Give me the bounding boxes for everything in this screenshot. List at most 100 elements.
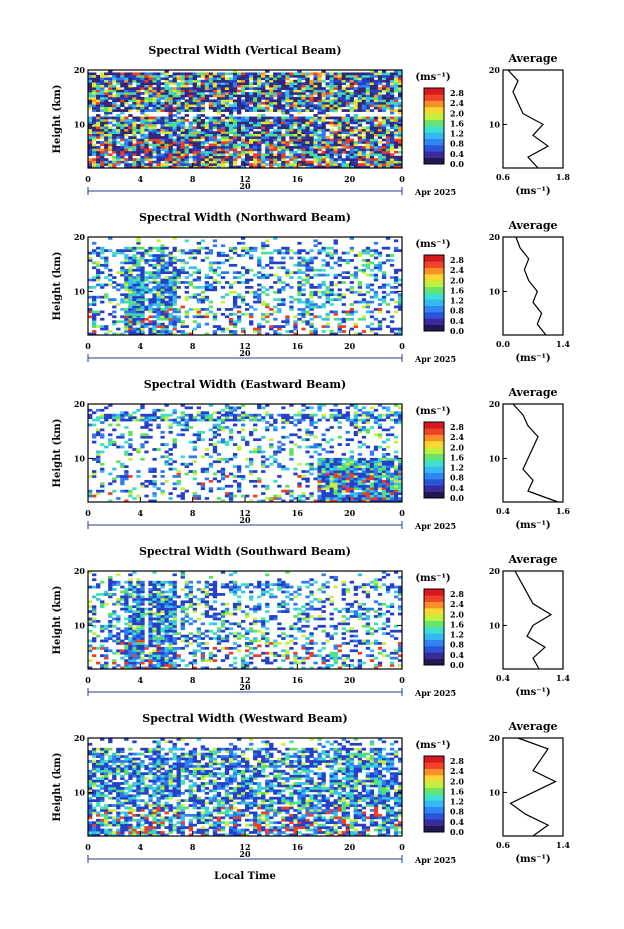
heatmap-cell [389, 497, 395, 500]
heatmap-cell [341, 128, 346, 132]
heatmap-cell [361, 298, 367, 301]
heatmap-cell [389, 259, 395, 262]
heatmap-cell [385, 92, 391, 95]
heatmap-cell [357, 165, 363, 169]
heatmap-cell [329, 475, 334, 478]
heatmap-cell [313, 145, 318, 149]
heatmap-cell [128, 77, 133, 81]
heatmap-cell [249, 106, 254, 110]
heatmap-cell [204, 94, 210, 98]
heatmap-cells [88, 404, 403, 503]
heatmap-cell [220, 499, 226, 503]
heatmap-cell [381, 261, 387, 265]
heatmap-cell [184, 423, 189, 427]
heatmap-cell [112, 489, 117, 493]
heatmap-cell [365, 109, 371, 112]
heatmap-cell [309, 300, 314, 304]
heatmap-cell [236, 79, 242, 83]
heatmap-cell [132, 295, 137, 299]
heatmap-cell [333, 479, 338, 483]
heatmap-cell [192, 266, 197, 270]
heatmap-cell [232, 70, 238, 73]
heatmap-cell [305, 77, 310, 81]
heatmap-cell [381, 79, 387, 83]
heatmap-cell [289, 499, 294, 503]
heatmap-cell [337, 470, 342, 473]
heatmap-cell [216, 74, 222, 78]
heatmap-cell [305, 484, 310, 488]
heatmap-cell [349, 450, 354, 454]
heatmap-cell [128, 475, 133, 478]
heatmap-cell [180, 82, 185, 85]
heatmap-cell [337, 131, 342, 134]
heatmap-cell [140, 303, 145, 306]
heatmap-cell [88, 116, 93, 120]
heatmap-cell [220, 99, 226, 103]
heatmap-cell [136, 261, 141, 265]
heatmap-cell [196, 315, 202, 319]
heatmap-cell [116, 74, 121, 78]
heatmap-cell [104, 126, 109, 130]
heatmap-cell [192, 249, 197, 252]
heatmap-cell [168, 426, 173, 429]
heatmap-cell [120, 92, 125, 95]
heatmap-cell [96, 325, 101, 328]
heatmap-cell [116, 155, 121, 159]
heatmap-cell [148, 281, 153, 284]
heatmap-cell [273, 153, 278, 157]
heatmap-cell [257, 77, 262, 81]
heatmap-cell [180, 106, 185, 110]
heatmap-cell [116, 423, 121, 427]
heatmap-cell [136, 259, 141, 262]
heatmap-cell [265, 273, 270, 277]
heatmap-cell [184, 126, 189, 130]
heatmap-cell [349, 467, 354, 471]
heatmap-cell [301, 320, 306, 324]
heatmap-cell [245, 143, 250, 147]
heatmap-cell [385, 99, 391, 103]
heatmap-cell [257, 153, 262, 157]
heatmap-cell [196, 79, 202, 83]
heatmap-cell [377, 460, 383, 464]
heatmap-cell [341, 89, 346, 93]
heatmap-cell [337, 322, 342, 326]
heatmap-cell [176, 72, 181, 76]
heatmap-cell [88, 79, 93, 83]
heatmap-cell [92, 101, 97, 105]
heatmap-cell [128, 150, 133, 154]
heatmap-cell [317, 497, 322, 500]
average-unit: (ms⁻¹) [515, 353, 550, 364]
heatmap-cell [164, 94, 169, 98]
heatmap-cell [92, 418, 97, 422]
heatmap-cell [160, 310, 165, 314]
heatmap-cell [228, 153, 234, 157]
heatmap-cell [377, 163, 383, 166]
heatmap-cell [160, 123, 165, 127]
heatmap-cell [317, 106, 322, 110]
heatmap-cell [96, 123, 101, 127]
heatmap-cell [381, 428, 387, 432]
heatmap-cell [200, 82, 206, 85]
heatmap-cell [92, 153, 97, 157]
heatmap-cell [357, 123, 363, 127]
heatmap-cell [369, 322, 375, 326]
heatmap-cell [345, 487, 350, 491]
heatmap-cell [385, 72, 391, 76]
heatmap-cell [200, 298, 206, 301]
heatmap-cell [349, 460, 354, 464]
heatmap-cell [120, 445, 125, 449]
heatmap-cell [393, 484, 399, 488]
heatmap-cell [253, 119, 258, 122]
heatmap-cell [261, 241, 266, 245]
average-x-tick-label: 1.4 [556, 339, 570, 349]
heatmap-cell [140, 92, 145, 95]
heatmap-cell [128, 128, 133, 132]
heatmap-cell [289, 492, 294, 495]
heatmap-cell [164, 104, 169, 108]
heatmap-cell [136, 92, 141, 95]
heatmap-cell [325, 246, 330, 250]
heatmap-cell [96, 79, 101, 83]
heatmap-cell [208, 283, 214, 287]
heatmap-cell [393, 467, 399, 471]
heatmap-cell [249, 109, 254, 112]
